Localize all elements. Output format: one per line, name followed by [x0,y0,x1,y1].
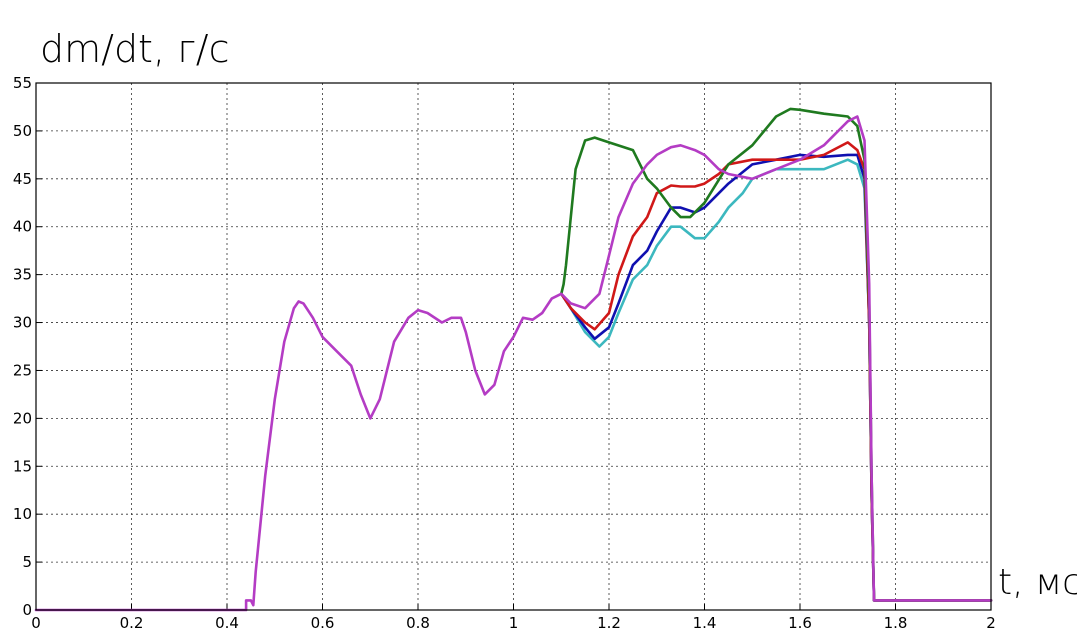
y-tick-label: 5 [22,553,32,571]
grid [36,83,991,610]
x-tick-label: 0.8 [406,614,430,632]
y-tick-label: 15 [13,457,32,475]
ticks: 0 0.2 0.4 0.6 0.8 1 1.2 1.4 1.6 1.8 20510152025303… [13,74,996,632]
y-tick-label: 50 [13,122,32,140]
x-tick-label: 0.6 [311,614,335,632]
y-tick-label: 0 [22,601,32,619]
x-axis-label: t, мс [998,562,1077,603]
plot-area [36,83,991,610]
y-tick-label: 55 [13,74,32,92]
y-tick-label: 30 [13,314,32,332]
x-tick-label: 1.6 [788,614,812,632]
series-line-5 [34,115,993,612]
x-tick-label: 0.2 [120,614,144,632]
x-tick-label: 1.4 [693,614,717,632]
y-axis-label: dm/dt, г/с [40,27,229,71]
plot-frame [35,82,992,611]
x-tick-label: 0 [31,614,41,632]
x-tick-label: 2 [986,614,996,632]
y-tick-label: 10 [13,505,32,523]
x-tick-label: 0.4 [215,614,239,632]
y-tick-label: 35 [13,266,32,284]
y-tick-label: 45 [13,170,32,188]
series-layer [34,107,993,612]
x-tick-label: 1.2 [597,614,621,632]
x-tick-label: 1 [509,614,519,632]
y-tick-label: 20 [13,409,32,427]
y-tick-label: 25 [13,361,32,379]
x-tick-label: 1.8 [884,614,908,632]
y-tick-label: 40 [13,218,32,236]
